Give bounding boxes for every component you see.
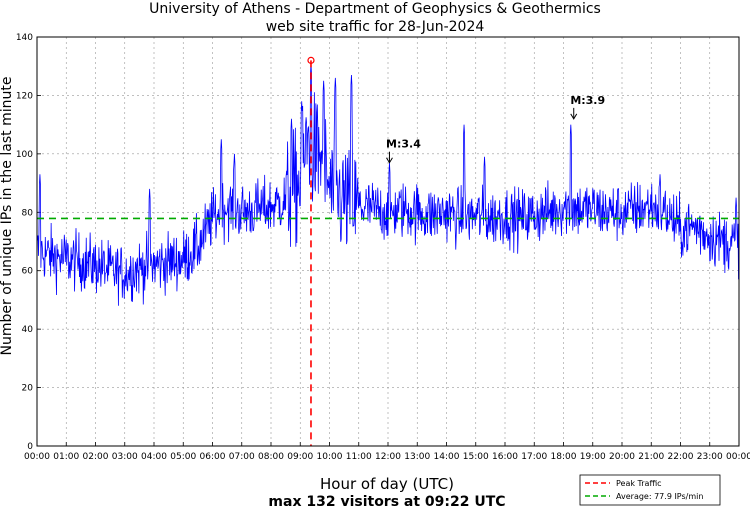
annotation-arrow-head xyxy=(570,113,578,120)
plot-area xyxy=(36,56,740,446)
x-axis-sublabel: max 132 visitors at 09:22 UTC xyxy=(268,494,505,510)
x-tick-label: 21:00 xyxy=(638,452,664,462)
x-tick-label: 00:00 xyxy=(726,452,750,462)
x-tick-label: 17:00 xyxy=(521,452,547,462)
legend-peak-label: Peak Traffic xyxy=(616,479,662,488)
x-axis-label: Hour of day (UTC) xyxy=(320,475,454,493)
axes-frame xyxy=(36,36,740,447)
earthquake-annotations: M:3.4 M:3.9 xyxy=(386,94,605,164)
x-tick-label: 14:00 xyxy=(434,452,460,462)
x-tick-label: 20:00 xyxy=(609,452,635,462)
annotation-arrow-head xyxy=(386,157,393,164)
legend-box xyxy=(579,474,721,506)
y-axis-label: Number of unique IPs in the last minute xyxy=(0,77,15,356)
x-tick-label: 05:00 xyxy=(170,452,196,462)
peak-marker xyxy=(307,56,315,64)
chart-title-line1: University of Athens - Department of Geo… xyxy=(149,1,601,17)
x-tick-label: 11:00 xyxy=(346,452,372,462)
y-tick-label: 60 xyxy=(22,267,34,277)
x-tick-label: 09:00 xyxy=(287,452,313,462)
traffic-series-line xyxy=(36,63,740,306)
y-tick-label: 0 xyxy=(27,442,33,452)
x-tick-label: 22:00 xyxy=(668,452,694,462)
legend: Peak Traffic Average: 77.9 IPs/min xyxy=(579,474,721,506)
x-tick-label: 18:00 xyxy=(551,452,577,462)
x-tick-label: 03:00 xyxy=(112,452,138,462)
annotation-label: M:3.9 xyxy=(570,94,605,107)
x-tick-label: 16:00 xyxy=(492,452,518,462)
legend-average-label: Average: 77.9 IPs/min xyxy=(616,492,703,501)
y-tick-label: 120 xyxy=(16,91,33,101)
y-tick-label: 80 xyxy=(22,208,34,218)
x-tick-label: 08:00 xyxy=(258,452,284,462)
x-tick-label: 07:00 xyxy=(229,452,255,462)
annotation-label: M:3.4 xyxy=(386,138,421,151)
y-tick-label: 40 xyxy=(22,325,34,335)
y-tick-label: 140 xyxy=(16,33,33,43)
x-tick-label: 12:00 xyxy=(375,452,401,462)
x-tick-label: 19:00 xyxy=(580,452,606,462)
x-tick-label: 06:00 xyxy=(200,452,226,462)
x-tick-label: 13:00 xyxy=(404,452,430,462)
chart-title-line2: web site traffic for 28-Jun-2024 xyxy=(266,19,485,35)
x-tick-label: 04:00 xyxy=(141,452,167,462)
y-tick-label: 20 xyxy=(22,384,34,394)
x-tick-label: 10:00 xyxy=(317,452,343,462)
y-tick-label: 100 xyxy=(16,150,33,160)
x-tick-label: 02:00 xyxy=(83,452,109,462)
x-tick-label: 00:00 xyxy=(24,452,50,462)
x-tick-label: 01:00 xyxy=(53,452,79,462)
x-tick-label: 15:00 xyxy=(463,452,489,462)
grid-lines xyxy=(37,37,739,446)
x-tick-label: 23:00 xyxy=(697,452,723,462)
x-axis-ticks: 00:00 01:00 02:00 03:00 04:00 05:00 06:00 07:00… xyxy=(24,442,750,462)
